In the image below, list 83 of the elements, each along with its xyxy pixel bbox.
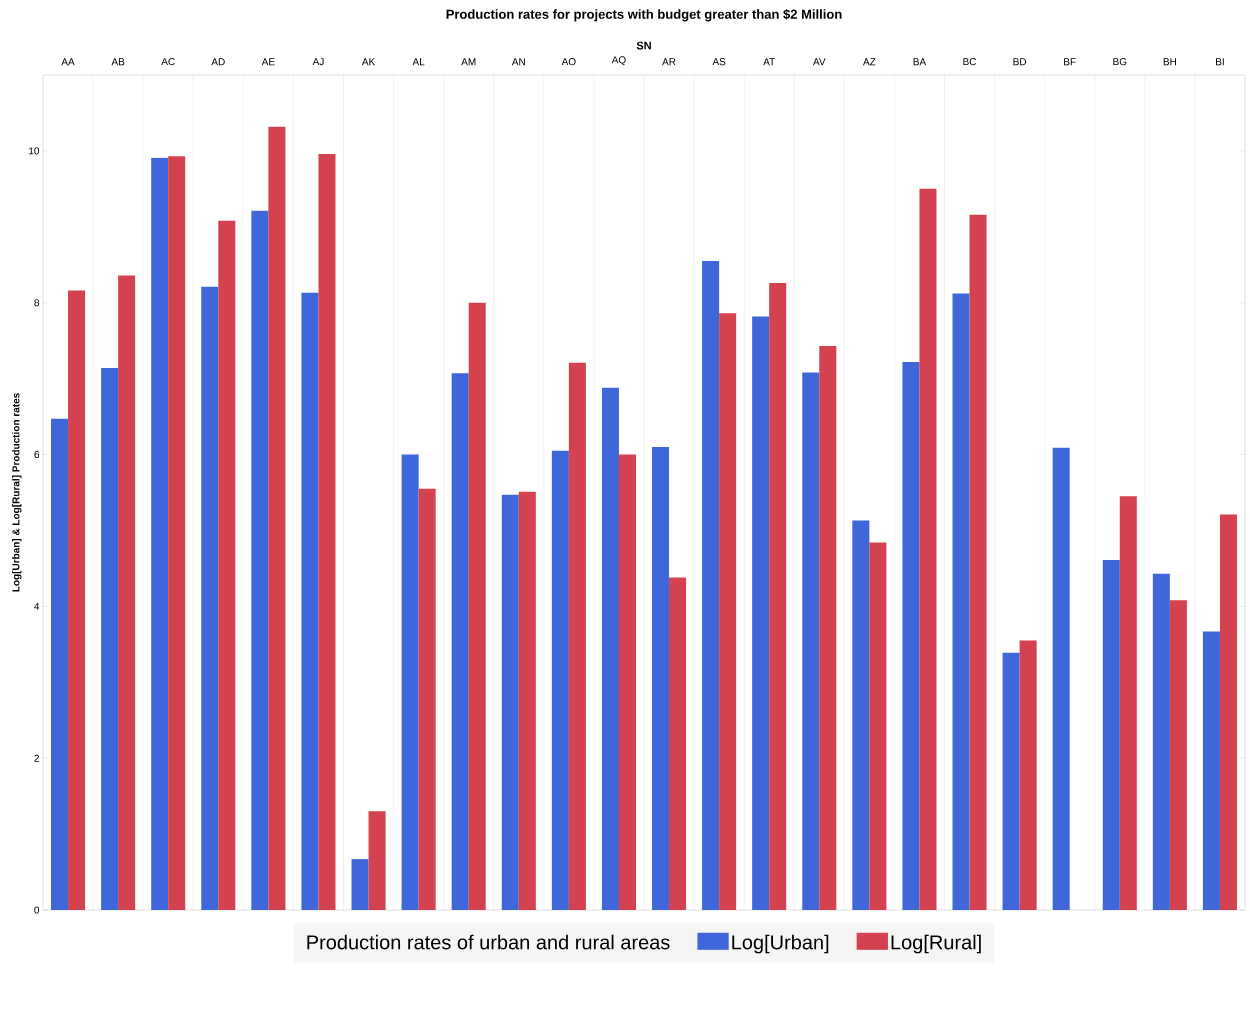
y-tick-label: 8 bbox=[34, 299, 40, 307]
y-tick-label: 6 bbox=[34, 451, 40, 459]
bar bbox=[218, 220, 236, 910]
x-tick-label: AM bbox=[461, 58, 476, 66]
x-tick-label: AR bbox=[662, 58, 676, 66]
x-tick-label: AJ bbox=[312, 58, 324, 66]
x-tick-label: BC bbox=[963, 58, 977, 66]
bar bbox=[952, 293, 970, 910]
bar bbox=[1019, 640, 1037, 910]
bar bbox=[1102, 560, 1120, 910]
x-tick-label: AT bbox=[763, 58, 775, 66]
bar bbox=[101, 368, 119, 910]
x-tick-label: AE bbox=[261, 58, 275, 66]
bar bbox=[902, 361, 920, 910]
x-tick-label: AS bbox=[712, 58, 726, 66]
x-tick-label: BI bbox=[1216, 58, 1224, 66]
bar bbox=[201, 286, 219, 910]
bar bbox=[518, 491, 536, 910]
x-tick-label: AV bbox=[813, 58, 826, 66]
x-tick-label: BF bbox=[1064, 58, 1076, 66]
bar bbox=[268, 126, 286, 910]
x-tick-label: AK bbox=[361, 58, 376, 66]
bar bbox=[1052, 447, 1070, 910]
bar bbox=[501, 494, 519, 910]
y-tick-label: 4 bbox=[34, 602, 40, 610]
bar bbox=[969, 214, 987, 910]
x-tick-label: AD bbox=[211, 58, 225, 66]
bar bbox=[852, 520, 870, 910]
bar bbox=[368, 811, 386, 910]
bar bbox=[769, 282, 787, 910]
bar bbox=[869, 542, 887, 910]
legend-label: Log[Rural] bbox=[891, 934, 981, 954]
bar bbox=[151, 157, 169, 910]
x-tick-label: BA bbox=[913, 58, 927, 66]
x-tick-label: BG bbox=[1113, 58, 1127, 66]
x-tick-label: AC bbox=[161, 58, 175, 66]
y-axis-title: Log[Urban] & Log[Rural] Production rates bbox=[12, 393, 22, 592]
bar bbox=[451, 373, 469, 910]
bar bbox=[168, 156, 186, 910]
x-tick-label: BD bbox=[1013, 58, 1027, 66]
bar bbox=[819, 345, 837, 910]
bar bbox=[1002, 652, 1020, 910]
y-tick-label: 10 bbox=[29, 147, 40, 155]
x-tick-label: AA bbox=[61, 58, 75, 66]
bar bbox=[551, 450, 569, 910]
bar bbox=[401, 454, 419, 910]
y-tick-label: 2 bbox=[34, 754, 39, 762]
bar bbox=[1119, 496, 1137, 910]
bar bbox=[669, 577, 687, 910]
x-tick-label: AB bbox=[111, 58, 125, 66]
bar bbox=[652, 446, 670, 910]
bar bbox=[1169, 600, 1187, 910]
chart-title: Production rates for projects with budget greater than $2 Million bbox=[446, 9, 842, 22]
x-axis-title: SN bbox=[636, 41, 651, 50]
bar bbox=[301, 292, 319, 910]
x-tick-label: BH bbox=[1163, 58, 1176, 66]
bar bbox=[251, 210, 269, 910]
bar bbox=[51, 418, 69, 910]
bar bbox=[1202, 631, 1220, 910]
bar bbox=[702, 260, 720, 910]
legend-title: Production rates of urban and rural areas bbox=[307, 934, 670, 950]
x-tick-label: AN bbox=[511, 58, 525, 66]
y-tick-label: 0 bbox=[34, 906, 40, 914]
bar bbox=[719, 313, 737, 910]
bar bbox=[601, 387, 619, 910]
legend-label: Log[Urban] bbox=[732, 934, 829, 954]
bar bbox=[468, 302, 486, 910]
x-tick-label: AO bbox=[561, 58, 576, 66]
bar bbox=[752, 316, 770, 910]
bar bbox=[1219, 514, 1237, 910]
bar bbox=[919, 188, 937, 910]
bar bbox=[68, 290, 86, 910]
bar bbox=[802, 372, 820, 910]
bar bbox=[118, 275, 136, 910]
bar bbox=[568, 362, 586, 910]
bar bbox=[318, 153, 336, 910]
x-tick-label: AZ bbox=[862, 58, 876, 66]
bar bbox=[418, 488, 436, 910]
bar bbox=[1152, 573, 1170, 910]
bar bbox=[351, 859, 369, 910]
x-tick-label: AL bbox=[412, 58, 425, 66]
bar bbox=[618, 454, 636, 910]
x-tick-label: AQ bbox=[611, 56, 626, 66]
